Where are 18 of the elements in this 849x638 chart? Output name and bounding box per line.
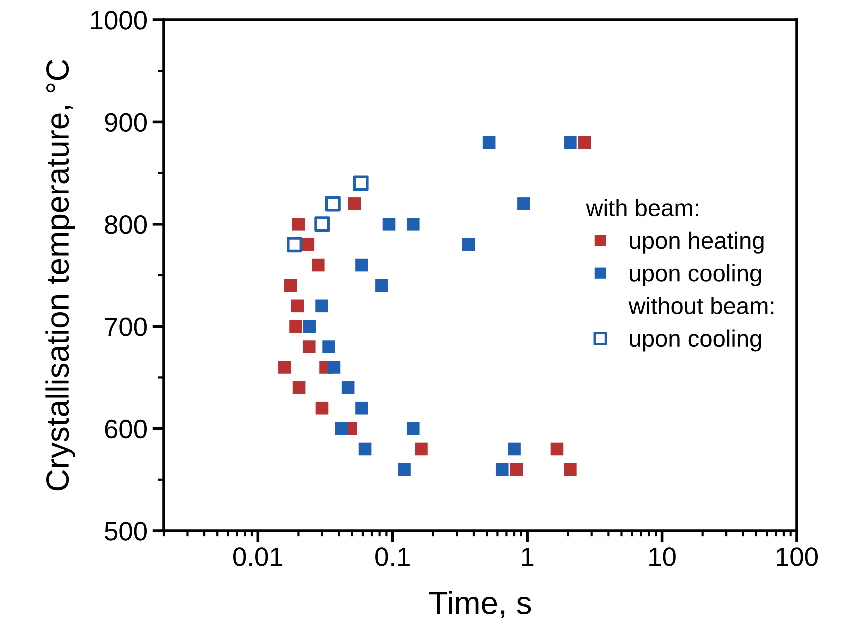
x-tick-label: 1	[522, 548, 534, 566]
legend-label: upon cooling	[630, 264, 762, 287]
y-axis-title: Crystallisation temperature, °C	[46, 60, 76, 491]
legend-title: with beam:	[586, 199, 698, 217]
y-tick-label: 1000	[91, 11, 147, 30]
y-tick-label: 900	[105, 113, 147, 132]
x-tick-label: 0.01	[234, 548, 283, 566]
x-tick-label: 10	[650, 548, 676, 566]
y-tick-label: 500	[105, 522, 147, 541]
x-tick-label: 0.1	[376, 548, 410, 566]
y-tick-label: 700	[105, 318, 147, 336]
y-tick-label: 600	[105, 420, 147, 439]
y-tick-label: 800	[105, 216, 147, 234]
annotation: without beam:	[628, 297, 774, 314]
x-tick-label: 100	[777, 548, 818, 566]
legend-label: upon heating	[630, 232, 764, 254]
legend-label: upon cooling	[630, 330, 762, 352]
x-axis-title: Time, s	[429, 591, 532, 618]
